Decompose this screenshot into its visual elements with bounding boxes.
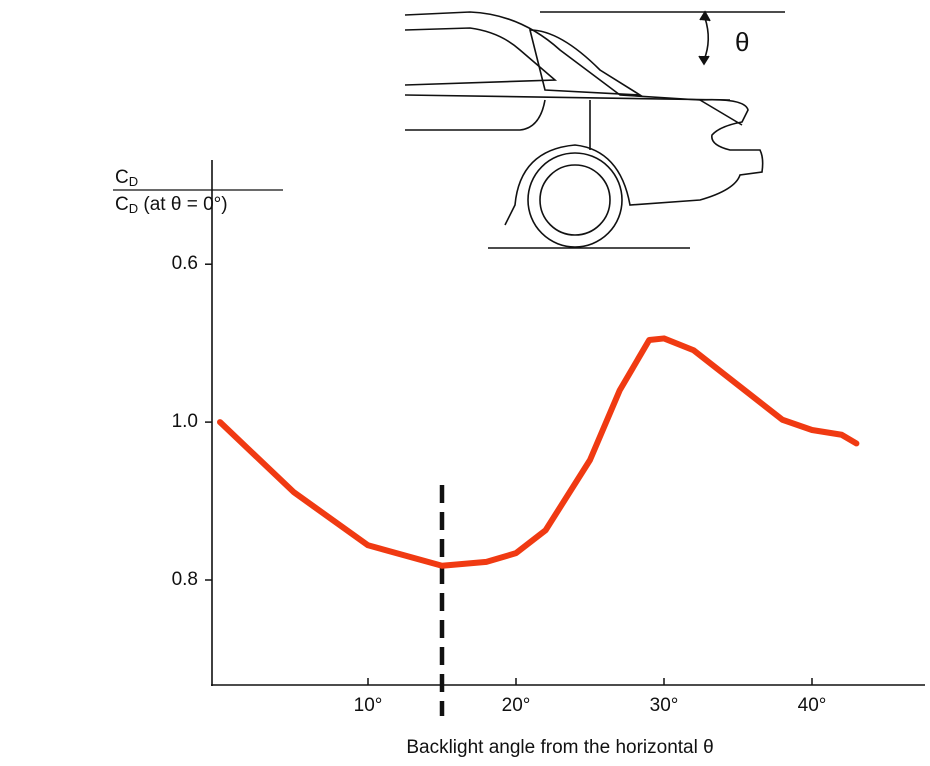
y-tick-label: 1.0	[172, 411, 198, 432]
x-axis-label: Backlight angle from the horizontal θ	[406, 737, 713, 758]
y-tick-label: 0.6	[172, 253, 198, 274]
y-label-denominator: CD (at θ = 0°)	[115, 194, 228, 216]
y-label-numerator: CD	[115, 167, 138, 189]
car-diagram	[405, 12, 785, 248]
y-tick-label: 0.8	[172, 569, 198, 590]
diagram-label: θ	[735, 27, 749, 57]
data-line	[220, 338, 856, 565]
chart: θ CD CD (at θ = 0°) Backlight angle from…	[0, 0, 930, 766]
x-tick-label: 10°	[354, 695, 383, 716]
x-tick-label: 30°	[650, 695, 679, 716]
x-tick-label: 20°	[502, 695, 531, 716]
x-tick-label: 40°	[798, 695, 827, 716]
